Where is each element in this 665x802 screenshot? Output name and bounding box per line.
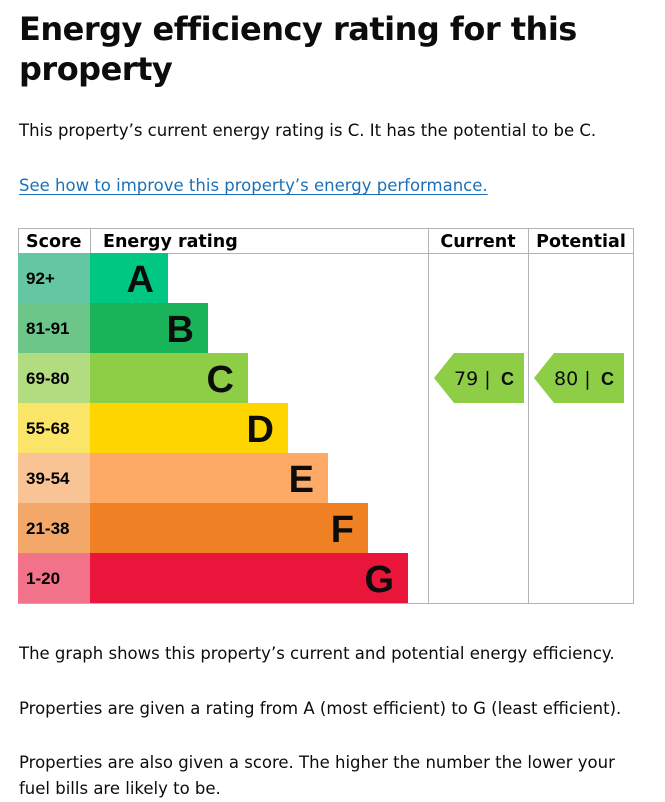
score-cell-g [18, 553, 90, 603]
rating-letter-a: A [127, 259, 154, 301]
rating-bar-a [90, 253, 168, 303]
score-range-g: 1-20 [26, 569, 60, 588]
current-rating-summary: This property’s current energy rating is… [19, 121, 597, 140]
rating-letter-c: C [207, 359, 234, 401]
rating-bar-c [90, 353, 248, 403]
potential-header: Potential [536, 232, 626, 252]
rating-bar-e [90, 453, 328, 503]
score-cell-c [18, 353, 90, 403]
potential-band-letter: C [601, 369, 614, 389]
rating-bar-d [90, 403, 288, 453]
rating-explanation: Properties are given a rating from A (mo… [19, 699, 622, 718]
potential-rating-marker [534, 353, 624, 403]
rating-letter-e: E [289, 459, 314, 501]
current-band-letter: C [501, 369, 514, 389]
current-rating-marker [434, 353, 524, 403]
score-header: Score [26, 232, 82, 252]
score-range-a: 92+ [26, 269, 55, 288]
score-cell-b [18, 303, 90, 353]
score-cell-f [18, 503, 90, 553]
energy-rating-chart: Score Energy rating Current Potential 92+ A 81… [18, 228, 634, 604]
rating-bar-g [90, 553, 408, 603]
score-cell-e [18, 453, 90, 503]
score-cell-a [18, 253, 90, 303]
score-cell-d [18, 403, 90, 453]
current-header: Current [440, 232, 515, 252]
rating-letter-b: B [167, 309, 194, 351]
score-explanation: Properties are also given a score. The h… [19, 753, 615, 798]
score-range-d: 55-68 [26, 419, 69, 438]
improve-energy-link[interactable]: See how to improve this property’s energ… [19, 176, 488, 195]
energy-rating-header: Energy rating [103, 232, 238, 252]
score-range-b: 81-91 [26, 319, 69, 338]
energy-rating-graph: Score Energy rating Current Potential 92+ A 81… [18, 228, 634, 604]
rating-letter-g: G [364, 559, 394, 601]
graph-explanation: The graph shows this property’s current … [19, 644, 615, 663]
page-title: Energy efficiency rating for this proper… [19, 10, 577, 88]
potential-score-label: 80 | [554, 368, 591, 390]
score-range-c: 69-80 [26, 369, 69, 388]
score-range-f: 21-38 [26, 519, 69, 538]
current-score-label: 79 | [454, 368, 491, 390]
score-range-e: 39-54 [26, 469, 70, 488]
rating-letter-f: F [331, 509, 354, 551]
rating-bar-f [90, 503, 368, 553]
rating-bar-b [90, 303, 208, 353]
rating-letter-d: D [247, 409, 274, 451]
